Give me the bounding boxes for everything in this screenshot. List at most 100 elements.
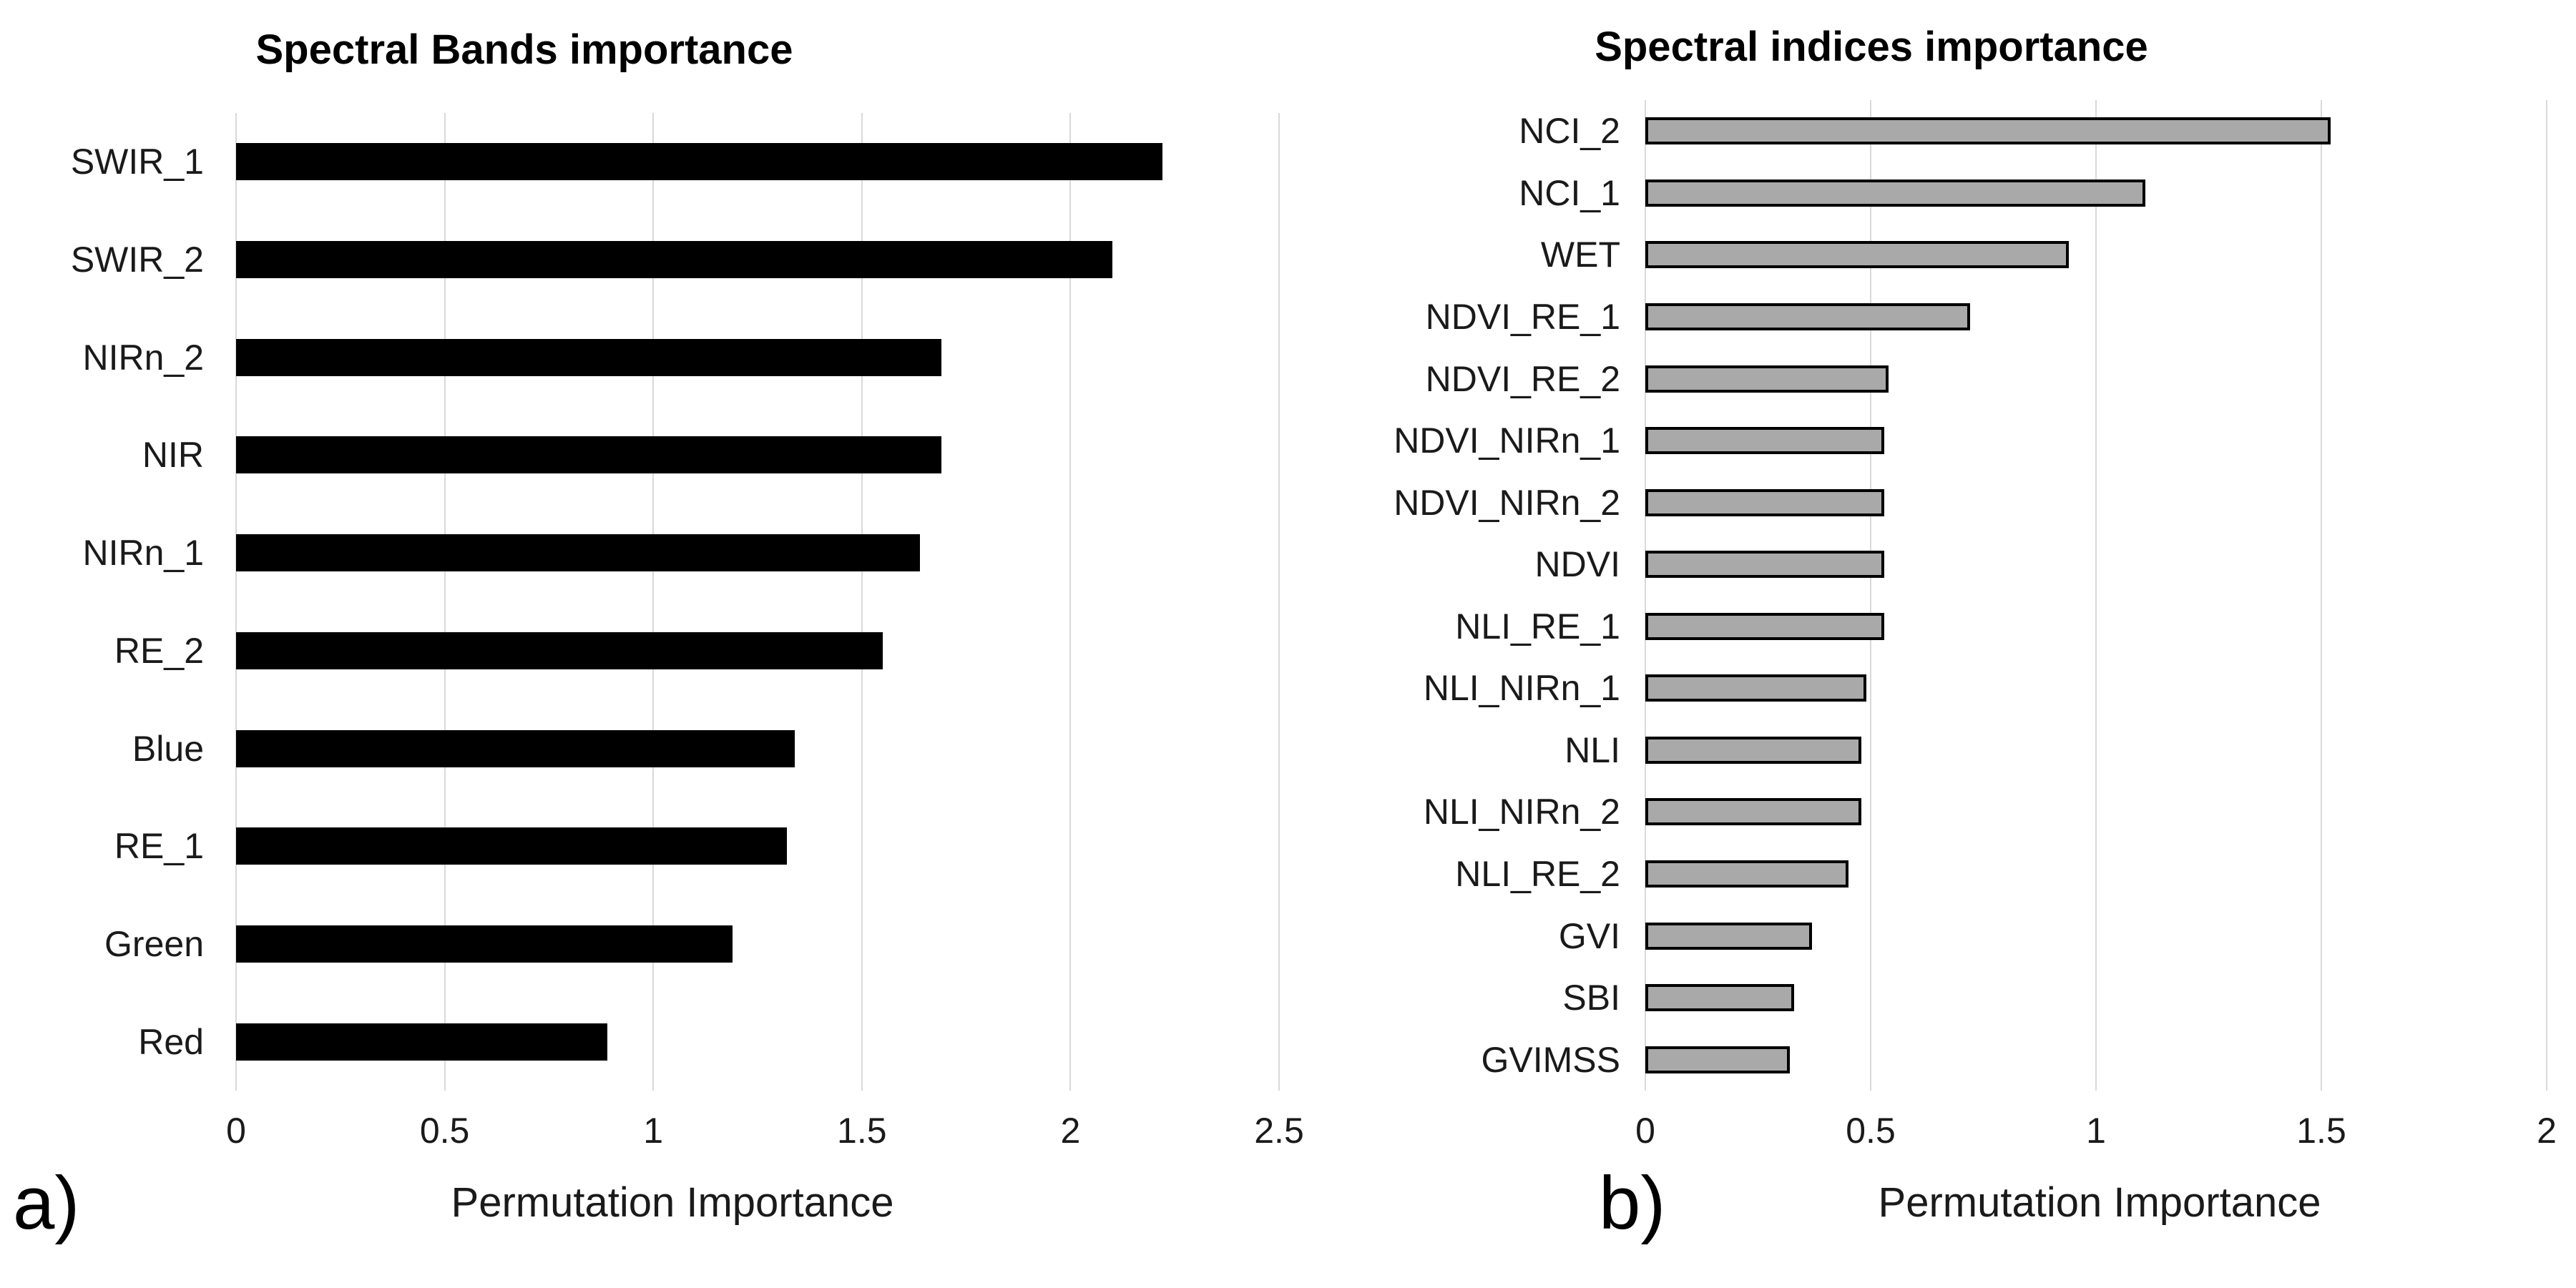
bar-NIRn_2 [236,338,941,376]
x-tick-1: 1 [2086,1111,2106,1151]
bar-NDVI_RE_2 [1645,365,1889,393]
gridline-1.5 [2321,100,2322,1091]
chart-title: Spectral indices importance [1595,24,2148,70]
bar-SWIR_2 [236,241,1112,279]
bar-row [1645,1028,2547,1091]
category-label-NDVI_RE_2: NDVI_RE_2 [1425,358,1620,399]
gridline-2.5 [1278,113,1280,1091]
category-label-NLI: NLI [1564,729,1620,770]
bar-row [1645,843,2547,905]
x-tick-0.5: 0.5 [419,1111,470,1151]
category-label-GVI: GVI [1558,915,1620,956]
bar-row [1645,162,2547,225]
gridline-1 [652,113,655,1091]
category-label-RE_2: RE_2 [114,630,204,671]
bar-NIR [236,436,941,474]
bar-GVIMSS [1645,1046,1790,1073]
category-label-NDVI: NDVI [1534,544,1620,585]
category-label-Blue: Blue [132,728,204,769]
x-axis-title: Permutation Importance [451,1179,894,1226]
category-label-NLI_RE_2: NLI_RE_2 [1455,854,1620,895]
category-label-NCI_2: NCI_2 [1519,111,1620,152]
bar-NCI_2 [1645,117,2331,145]
category-label-SWIR_2: SWIR_2 [70,240,204,280]
bar-series [236,113,1279,1091]
bar-row [1645,967,2547,1029]
category-label-WET: WET [1540,235,1620,275]
bar-row [236,602,1279,700]
x-tick-2.5: 2.5 [1254,1111,1304,1151]
bar-Green [236,925,733,963]
bar-row [1645,719,2547,782]
gridline-0.5 [444,113,446,1091]
category-label-NIR: NIR [142,435,204,476]
category-label-Green: Green [104,923,204,964]
bar-GVI [1645,922,1813,950]
gridline-2 [1069,113,1072,1091]
bar-row [1645,471,2547,534]
plot-area [1645,100,2547,1091]
x-tick-1.5: 1.5 [837,1111,887,1151]
category-label-NLI_RE_1: NLI_RE_1 [1455,606,1620,647]
bar-row [1645,224,2547,286]
category-label-NDVI_RE_1: NDVI_RE_1 [1425,296,1620,337]
bar-NLI_NIRn_1 [1645,674,1866,702]
gridline-0 [1645,100,1646,1091]
bar-NLI_NIRn_2 [1645,798,1862,826]
category-label-NIRn_1: NIRn_1 [82,533,204,574]
x-tick-0.5: 0.5 [1846,1111,1896,1151]
panel-label-a: a) [13,1161,80,1245]
bar-row [236,406,1279,504]
chart-spectral-bands: Spectral Bands importance SWIR_1 SWIR_2 NI… [0,26,1304,1245]
panel-label-b: b) [1599,1161,1666,1245]
bar-NDVI [1645,551,1884,579]
bar-row [1645,410,2547,472]
bar-row [236,797,1279,895]
bar-row [236,113,1279,211]
x-tick-2: 2 [2537,1111,2557,1151]
bar-series [1645,100,2547,1091]
bar-RE_1 [236,827,787,865]
category-label-NIRn_2: NIRn_2 [82,337,204,378]
bar-NDVI_RE_1 [1645,303,1970,330]
x-tick-1: 1 [643,1111,664,1151]
category-label-SWIR_1: SWIR_1 [70,142,204,182]
bar-NCI_1 [1645,179,2146,207]
bar-NDVI_NIRn_1 [1645,427,1884,455]
bar-row [236,504,1279,602]
x-tick-2: 2 [1060,1111,1081,1151]
category-axis-labels: SWIR_1 SWIR_2 NIRn_2 NIR NIRn_1 RE_2 Blue RE_1 G… [0,113,204,1091]
bar-row [236,699,1279,797]
bar-Red [236,1023,608,1061]
bar-row [236,308,1279,406]
gridline-1.5 [861,113,863,1091]
bar-NIRn_1 [236,534,921,572]
chart-title: Spectral Bands importance [255,26,793,73]
category-label-NDVI_NIRn_2: NDVI_NIRn_2 [1394,482,1620,523]
bar-Blue [236,729,795,767]
bar-NLI_RE_1 [1645,612,1884,640]
category-axis-labels: NCI_2 NCI_1 WET NDVI_RE_1 NDVI_RE_2 NDVI_NIRn… [1345,100,1620,1091]
bar-row [236,895,1279,993]
bar-row [1645,286,2547,348]
category-label-NCI_1: NCI_1 [1519,172,1620,213]
gridline-0.5 [1870,100,1871,1091]
bar-NLI [1645,736,1862,764]
category-label-Red: Red [138,1021,204,1062]
x-tick-labels: 0 0.5 1 1.5 2 2.5 [226,1108,1304,1153]
bar-NDVI_NIRn_2 [1645,488,1884,516]
category-label-RE_1: RE_1 [114,826,204,867]
bar-row [1645,100,2547,162]
bar-row [1645,348,2547,410]
bar-row [1645,781,2547,843]
category-label-NDVI_NIRn_1: NDVI_NIRn_1 [1394,421,1620,461]
bar-SWIR_1 [236,143,1162,181]
gridline-0 [235,113,237,1091]
bar-SBI [1645,984,1794,1012]
gridline-2 [2546,100,2547,1091]
bar-WET [1645,241,2070,269]
category-label-NLI_NIRn_1: NLI_NIRn_1 [1423,668,1620,709]
plot-area [235,113,1280,1091]
category-label-NLI_NIRn_2: NLI_NIRn_2 [1423,792,1620,832]
